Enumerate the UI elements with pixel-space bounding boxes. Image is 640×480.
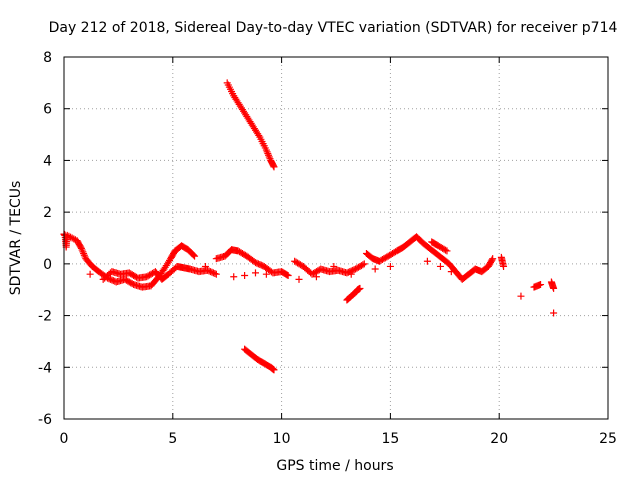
- data-point-interp: [359, 261, 367, 269]
- data-point-interp: [105, 270, 113, 278]
- grid-lines: [64, 57, 608, 419]
- data-point-interp: [189, 251, 197, 259]
- y-tick-label: 2: [43, 205, 52, 221]
- data-point: [86, 270, 94, 278]
- data-point-interp: [549, 283, 557, 291]
- data-points: [60, 79, 558, 374]
- data-point: [371, 265, 379, 273]
- data-point-interp: [255, 131, 263, 139]
- data-point: [262, 270, 270, 278]
- y-tick-label: -6: [38, 412, 52, 428]
- data-point-interp: [170, 265, 178, 273]
- data-point-interp: [162, 272, 170, 280]
- data-point-interp: [282, 270, 290, 278]
- data-point-interp: [80, 251, 88, 259]
- chart-title: Day 212 of 2018, Sidereal Day-to-day VTE…: [49, 20, 618, 36]
- data-point-interp: [390, 249, 398, 257]
- data-point-interp: [450, 265, 458, 273]
- y-tick-label: 8: [43, 50, 52, 66]
- data-point-interp: [209, 269, 217, 277]
- data-point-interp: [241, 109, 249, 117]
- data-point-interp: [240, 250, 248, 258]
- data-point-interp: [356, 285, 364, 293]
- data-point-interp: [257, 261, 265, 269]
- data-point-interp: [381, 254, 389, 262]
- data-point-interp: [211, 270, 219, 278]
- data-point-interp: [234, 99, 242, 107]
- data-point-interp: [443, 258, 451, 266]
- data-point-interp: [305, 268, 313, 276]
- data-point: [295, 275, 303, 283]
- data-point-interp: [229, 90, 237, 98]
- plot-frame: [63, 56, 609, 420]
- x-tick-label: 15: [381, 431, 399, 447]
- x-tick-label: 10: [273, 431, 291, 447]
- y-tick-label: 4: [43, 153, 52, 169]
- y-tick-label: 6: [43, 102, 52, 118]
- data-point: [241, 271, 249, 279]
- data-point-interp: [487, 257, 495, 265]
- y-tick-label: -4: [38, 360, 52, 376]
- data-point-interp: [296, 261, 304, 269]
- data-point-interp: [67, 233, 75, 241]
- data-point-interp: [65, 232, 73, 240]
- data-point-interp: [254, 130, 262, 138]
- data-point: [423, 257, 431, 265]
- data-point-interp: [79, 248, 87, 256]
- data-point-interp: [314, 267, 322, 275]
- data-point-interp: [432, 240, 440, 248]
- data-point-interp: [77, 243, 85, 251]
- data-point: [230, 273, 238, 281]
- data-point-interp: [158, 268, 166, 276]
- data-point-interp: [535, 281, 543, 289]
- x-tick-label: 0: [60, 431, 69, 447]
- data-point-interp: [93, 266, 101, 274]
- data-point-interp: [488, 256, 496, 264]
- data-point: [386, 262, 394, 270]
- x-tick-label: 25: [599, 431, 617, 447]
- data-point: [517, 292, 525, 300]
- data-point-interp: [265, 153, 273, 161]
- data-point-interp: [265, 151, 273, 159]
- data-point: [201, 262, 209, 270]
- y-tick-label: 0: [43, 257, 52, 273]
- data-point: [251, 269, 259, 277]
- data-point-interp: [417, 237, 425, 245]
- data-point-interp: [263, 148, 271, 156]
- data-point-interp: [266, 267, 274, 275]
- data-point-interp: [499, 261, 507, 269]
- data-point-interp: [68, 234, 76, 242]
- x-tick-label: 20: [490, 431, 508, 447]
- data-point-interp: [440, 245, 448, 253]
- data-point-interp: [269, 162, 277, 170]
- data-point-interp: [86, 260, 94, 268]
- data-point-interp: [151, 277, 159, 285]
- data-point-interp: [283, 271, 291, 279]
- data-point-interp: [357, 262, 365, 270]
- axis-ticks: 0 5 10 15 20 25 -6 -4 -2 0 2 4 6 8: [38, 50, 617, 447]
- data-point-interp: [76, 242, 84, 250]
- data-point: [550, 309, 558, 317]
- data-point-interp: [261, 144, 269, 152]
- data-point-interp: [188, 250, 196, 258]
- data-point-interp: [269, 365, 277, 373]
- data-point-interp: [80, 250, 88, 258]
- data-point-interp: [249, 256, 257, 264]
- data-point-interp: [131, 272, 139, 280]
- data-point-interp: [442, 246, 450, 254]
- data-point-interp: [264, 150, 272, 158]
- y-axis-label: SDTVAR / TECUs: [8, 181, 24, 296]
- y-tick-label: -2: [38, 309, 52, 325]
- data-point-interp: [127, 279, 135, 287]
- x-axis-label: GPS time / hours: [276, 458, 393, 474]
- data-point: [436, 262, 444, 270]
- data-point-interp: [70, 235, 78, 243]
- x-tick-label: 5: [168, 431, 177, 447]
- data-point-interp: [349, 266, 357, 274]
- data-point-interp: [164, 258, 172, 266]
- data-point-interp: [78, 246, 86, 254]
- data-point-interp: [247, 119, 255, 127]
